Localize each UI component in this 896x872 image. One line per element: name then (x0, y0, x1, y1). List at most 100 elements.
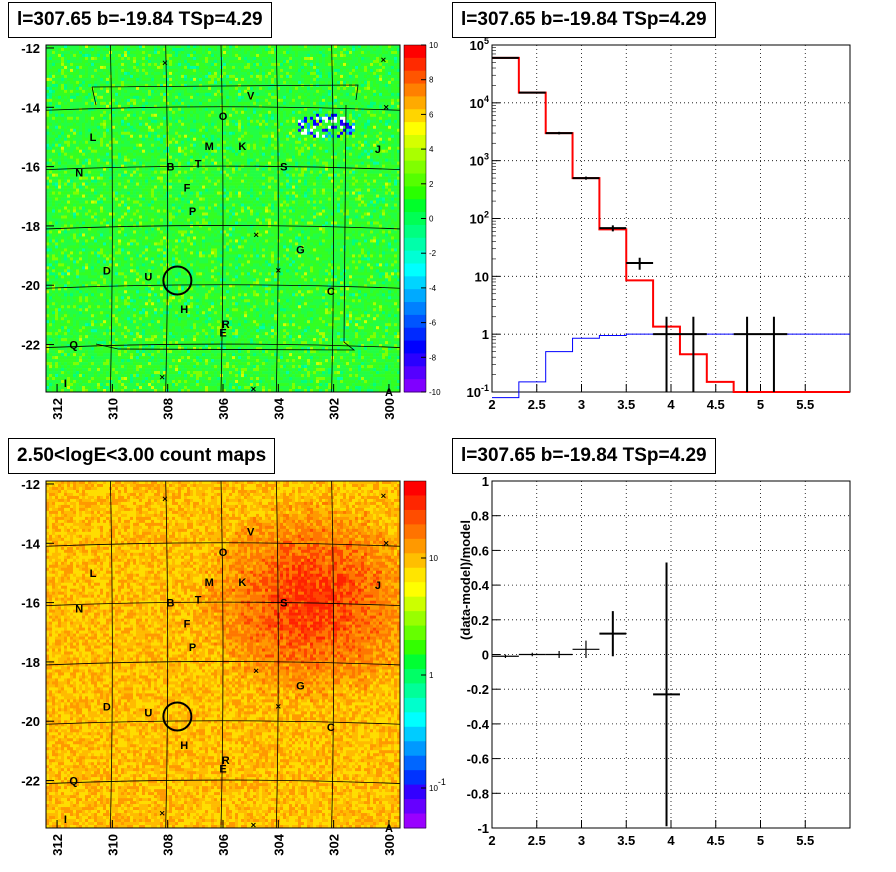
countmap-pixels (46, 481, 401, 829)
source-label-G: G (296, 245, 305, 257)
countmap-ytick-label: -20 (21, 714, 40, 729)
residual-ytick-label: -0.6 (467, 752, 489, 767)
spectrum-data-point (760, 316, 788, 392)
tsmap-colorbar-cell (404, 160, 426, 175)
spectrum-data-point (492, 56, 519, 59)
tsmap-colorbar-label: 4 (429, 145, 434, 154)
tsmap-colorbar-cell (404, 134, 426, 149)
tsmap-ytick-label: -22 (21, 338, 40, 353)
spectrum-data-point (679, 316, 707, 392)
spectrum-xtick-label: 2 (488, 397, 495, 412)
countmap-xtick-label: 312 (50, 834, 65, 856)
countmap-xtick-label: 304 (271, 833, 286, 855)
source-label-R: R (222, 319, 230, 331)
residual-xtick-label: 2 (488, 833, 495, 848)
residual-ytick-label: 0.4 (471, 578, 490, 593)
source-label-N: N (75, 168, 83, 180)
residual-xtick-label: 4.5 (707, 833, 725, 848)
residual-xtick-label: 3 (578, 833, 585, 848)
tsmap-colorbar-cell (404, 289, 426, 303)
tsmap-xtick-label: 302 (327, 398, 342, 420)
tsmap-colorbar-cell (404, 327, 426, 342)
countmap-coord-grid (45, 480, 401, 829)
spectrum-series-0 (492, 56, 850, 393)
tsmap-colorbar-cell (404, 237, 426, 252)
tsmap-colorbar-cell (404, 70, 426, 85)
residual-xtick-label: 4 (667, 833, 675, 848)
target-circle (162, 265, 193, 296)
tsmap-colorbar-label: 0 (429, 215, 434, 224)
source-label-A: A (385, 387, 393, 399)
spectrum-data-point (733, 316, 761, 392)
tsmap-colorbar-cell (404, 212, 426, 226)
tsmap-colorbar-cell (404, 109, 426, 123)
tsmap-colorbar-cell (404, 186, 426, 200)
source-label-K: K (238, 141, 246, 153)
spectrum-ytick-label: 102 (470, 210, 489, 227)
source-label-P: P (189, 206, 196, 218)
source-label-Q: Q (69, 340, 78, 352)
tsmap-colorbar-cell (404, 314, 426, 329)
residual-ytick-label: 0 (482, 648, 489, 663)
tsmap-xtick-label: 312 (50, 398, 65, 420)
spectrum-xtick-label: 4.5 (707, 397, 725, 412)
cross-marker (383, 104, 389, 110)
tsmap-ytick-label: -12 (21, 41, 40, 56)
spectrum-data-point (572, 176, 600, 180)
spectrum-ytick-label: 105 (470, 36, 489, 53)
source-label-T: T (195, 159, 202, 171)
source-label-O: O (219, 111, 228, 123)
spectrum-xtick-label: 5 (757, 397, 764, 412)
residual-ytick-label: 0.6 (471, 543, 489, 558)
source-label-U: U (144, 271, 152, 283)
tsmap-xtick-label: 308 (161, 398, 176, 420)
tsmap-colorbar-cell (404, 276, 426, 290)
spectrum-data-point (599, 225, 627, 232)
tsmap-colorbar-label: 10 (429, 41, 438, 50)
tsmap-colorbar-cell (404, 224, 426, 239)
tsmap-xtick-label: 304 (271, 397, 286, 419)
spectrum-title: l=307.65 b=-19.84 TSp=4.29 (452, 2, 716, 38)
cross-marker (251, 386, 256, 392)
cross-marker (253, 232, 259, 238)
tsmap-colorbar-label: 8 (429, 76, 434, 85)
residual-ytick-label: -1 (477, 821, 489, 836)
spectrum-xtick-label: 2.5 (528, 397, 546, 412)
residual-xtick-label: 2.5 (528, 833, 546, 848)
tsmap-colorbar-label: -6 (429, 319, 437, 328)
cross-marker (162, 60, 168, 66)
spectrum-xtick-label: 3 (578, 397, 585, 412)
spectrum-data-point (653, 316, 680, 392)
tsmap-colorbar-cell (404, 122, 426, 136)
tsmap-ytick-label: -18 (21, 219, 40, 234)
countmap-ytick-label: -18 (21, 655, 40, 670)
spectrum-data-point (518, 91, 546, 94)
tsmap-xtick-label: 306 (216, 398, 231, 420)
tsmap-ytick-label: -20 (21, 278, 40, 293)
spectrum-xtick-label: 5.5 (796, 397, 814, 412)
tsmap-title: l=307.65 b=-19.84 TSp=4.29 (8, 2, 272, 38)
countmap-ytick-label: -14 (21, 536, 41, 551)
tsmap-colorbar-cell (404, 263, 426, 277)
source-label-C: C (327, 286, 335, 298)
tsmap-ytick-label: -14 (21, 100, 41, 115)
tsmap-xtick-label: 310 (105, 398, 120, 420)
tsmap-colorbar-cell (404, 379, 426, 393)
countmap-xtick-label: 308 (161, 834, 176, 856)
tsmap-colorbar-cell (404, 83, 426, 97)
tsmap-colorbar-cell (404, 173, 426, 187)
residual-ytick-label: 0.8 (471, 509, 489, 524)
spectrum-ytick-label: 10-1 (467, 383, 489, 400)
tsmap-colorbar-cell (404, 96, 426, 110)
spectrum-data-point (545, 131, 573, 135)
residual-ylabel: (data-model)/model (458, 520, 473, 640)
tsmap-xtick-label: 300 (382, 398, 397, 420)
tsmap-colorbar-cell (404, 250, 426, 264)
source-label-D: D (103, 265, 111, 277)
source-label-S: S (280, 162, 287, 174)
residual-xtick-label: 5.5 (796, 833, 814, 848)
